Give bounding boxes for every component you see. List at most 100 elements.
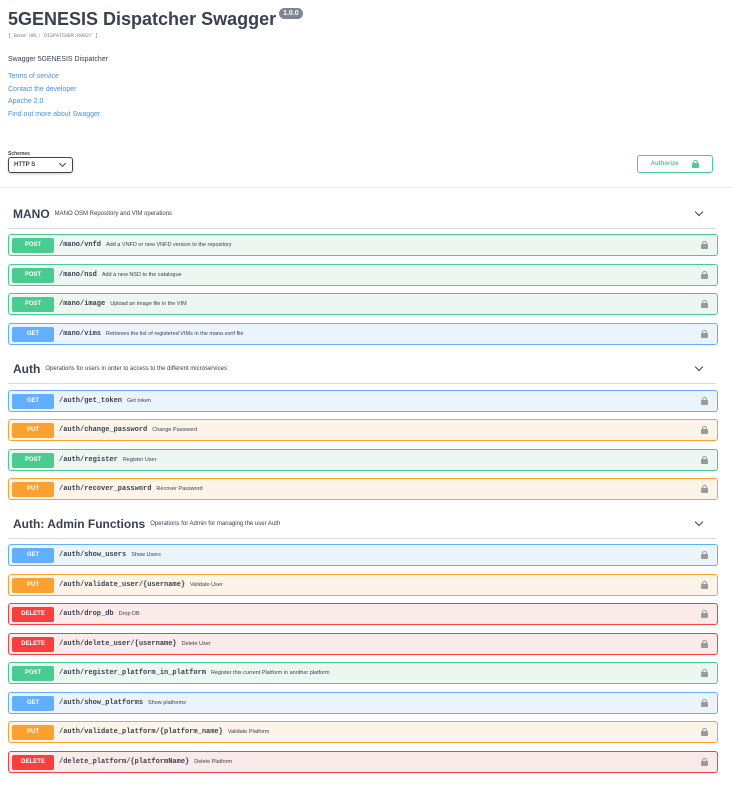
- operation-post[interactable]: POST/mano/vnfd Add a VNFD or new VNFD ver…: [8, 234, 718, 256]
- method-badge: GET: [12, 695, 54, 711]
- operation-path: /mano/vims: [59, 330, 102, 338]
- operation-post[interactable]: POST/mano/image Upload an image file in t…: [8, 293, 718, 315]
- method-badge: DELETE: [12, 754, 54, 770]
- tag-description: Operations for Admin for managing the us…: [150, 520, 281, 527]
- tag-name: Auth: [13, 361, 41, 376]
- operation-post[interactable]: POST/auth/register Register User: [8, 449, 718, 471]
- operation-path: /delete_platform/{platformName}: [59, 758, 190, 766]
- operation-path: /mano/vnfd: [59, 241, 102, 249]
- tag-name: MANO: [13, 206, 50, 221]
- tag-name: Auth: Admin Functions: [13, 516, 146, 531]
- operation-path: /auth/show_users: [59, 551, 127, 559]
- chevron-down-icon: [58, 159, 67, 168]
- schemes-select[interactable]: HTTP S: [8, 157, 73, 173]
- operation-summary: Drop DB: [118, 611, 140, 617]
- lock-icon[interactable]: [701, 397, 708, 405]
- method-badge: POST: [12, 665, 54, 681]
- tag-header[interactable]: MANO MANO OSM Repository and VIM operatio…: [8, 199, 716, 229]
- lock-icon[interactable]: [701, 551, 708, 559]
- external-docs-link[interactable]: Find out more about Swagger: [8, 111, 101, 118]
- operation-delete[interactable]: DELETE/auth/delete_user/{username} Delete…: [8, 633, 718, 655]
- lock-icon[interactable]: [701, 456, 708, 464]
- operation-summary: Recover Password: [156, 486, 203, 492]
- method-badge: DELETE: [12, 606, 54, 622]
- lock-icon[interactable]: [701, 699, 708, 707]
- operation-path: /auth/show_platforms: [59, 699, 144, 707]
- operation-summary: Delete Platform: [194, 759, 233, 765]
- operation-path: /auth/validate_user/{username}: [59, 581, 186, 589]
- info-section: 5GENESIS Dispatcher Swagger 1.0.0 [ Base…: [8, 6, 724, 118]
- page-title: 5GENESIS Dispatcher Swagger: [8, 9, 277, 29]
- lock-icon[interactable]: [701, 758, 708, 766]
- operation-post[interactable]: POST/auth/register_platform_in_platform R…: [8, 662, 718, 684]
- operation-path: /auth/drop_db: [59, 610, 114, 618]
- method-badge: POST: [12, 237, 54, 253]
- operation-summary: Add a new NSD to the catalogue: [101, 272, 182, 278]
- operation-delete[interactable]: DELETE/auth/drop_db Drop DB: [8, 603, 718, 625]
- lock-icon[interactable]: [701, 300, 708, 308]
- lock-icon[interactable]: [701, 485, 708, 493]
- chevron-down-icon[interactable]: [694, 517, 704, 527]
- operation-get[interactable]: GET/auth/show_users Show Users: [8, 544, 718, 566]
- lock-icon[interactable]: [701, 728, 708, 736]
- operation-path: /auth/delete_user/{username}: [59, 640, 177, 648]
- method-badge: POST: [12, 296, 54, 312]
- authorize-label: Authorize: [650, 161, 679, 167]
- method-badge: GET: [12, 326, 54, 342]
- unlocked-icon: [692, 160, 700, 168]
- lock-icon[interactable]: [701, 669, 708, 677]
- lock-icon[interactable]: [701, 581, 708, 589]
- operation-get[interactable]: GET/auth/show_platforms Show platforms: [8, 692, 718, 714]
- operation-path: /mano/nsd: [59, 271, 97, 279]
- operation-summary: Validate User: [190, 582, 223, 588]
- operation-path: /auth/get_token: [59, 397, 123, 405]
- lock-icon[interactable]: [701, 241, 708, 249]
- tag-header[interactable]: Auth Operations for users in order to acc…: [8, 354, 716, 384]
- operation-path: /auth/change_password: [59, 426, 148, 434]
- license-link[interactable]: Apache 2.0: [8, 98, 44, 105]
- chevron-down-icon[interactable]: [694, 207, 704, 217]
- method-badge: GET: [12, 393, 54, 409]
- tag-header[interactable]: Auth: Admin Functions Operations for Admi…: [8, 509, 716, 539]
- schemes-selected-value: HTTP S: [14, 162, 36, 168]
- operation-put[interactable]: PUT/auth/change_password Change Password: [8, 419, 718, 441]
- method-badge: PUT: [12, 422, 54, 438]
- method-badge: PUT: [12, 724, 54, 740]
- operation-put[interactable]: PUT/auth/recover_password Recover Passwor…: [8, 478, 718, 500]
- operation-post[interactable]: POST/mano/nsd Add a new NSD to the catalo…: [8, 264, 718, 286]
- lock-icon[interactable]: [701, 426, 708, 434]
- operation-summary: Upload an image file in the VIM: [110, 301, 187, 307]
- method-badge: POST: [12, 267, 54, 283]
- operation-summary: Get token: [127, 398, 151, 404]
- lock-icon[interactable]: [701, 271, 708, 279]
- lock-icon[interactable]: [701, 610, 708, 618]
- operation-path: /auth/register_platform_in_platform: [59, 669, 207, 677]
- operation-put[interactable]: PUT/auth/validate_platform/{platform_nam…: [8, 721, 718, 743]
- operation-get[interactable]: GET/mano/vims Retrieves the list of regis…: [8, 323, 718, 345]
- lock-icon[interactable]: [701, 640, 708, 648]
- contact-developer-link[interactable]: Contact the developer: [8, 86, 77, 93]
- operation-get[interactable]: GET/auth/get_token Get token: [8, 390, 718, 412]
- operation-summary: Delete User: [181, 641, 211, 647]
- method-badge: POST: [12, 452, 54, 468]
- operation-summary: Show platforms: [148, 700, 186, 706]
- lock-icon[interactable]: [701, 330, 708, 338]
- operation-summary: Register User: [122, 457, 157, 463]
- operation-path: /auth/register: [59, 456, 118, 464]
- method-badge: DELETE: [12, 636, 54, 652]
- operation-path: /mano/image: [59, 300, 106, 308]
- operation-put[interactable]: PUT/auth/validate_user/{username} Validat…: [8, 574, 718, 596]
- operation-path: /auth/validate_platform/{platform_name}: [59, 728, 223, 736]
- tag-description: Operations for users in order to access …: [45, 365, 227, 372]
- base-url: [ Base URL: DISPATCHER:8082/ ]: [8, 33, 99, 39]
- authorize-button[interactable]: Authorize: [637, 155, 713, 173]
- schemes-label: Schemes: [8, 151, 30, 157]
- operation-delete[interactable]: DELETE/delete_platform/{platformName} Del…: [8, 751, 718, 773]
- terms-of-service-link[interactable]: Terms of service: [8, 73, 59, 80]
- operation-summary: Add a VNFD or new VNFD version to the re…: [106, 242, 232, 248]
- divider: [0, 187, 732, 188]
- method-badge: PUT: [12, 577, 54, 593]
- method-badge: PUT: [12, 481, 54, 497]
- tag-description: MANO OSM Repository and VIM operations: [54, 210, 173, 217]
- chevron-down-icon[interactable]: [694, 362, 704, 372]
